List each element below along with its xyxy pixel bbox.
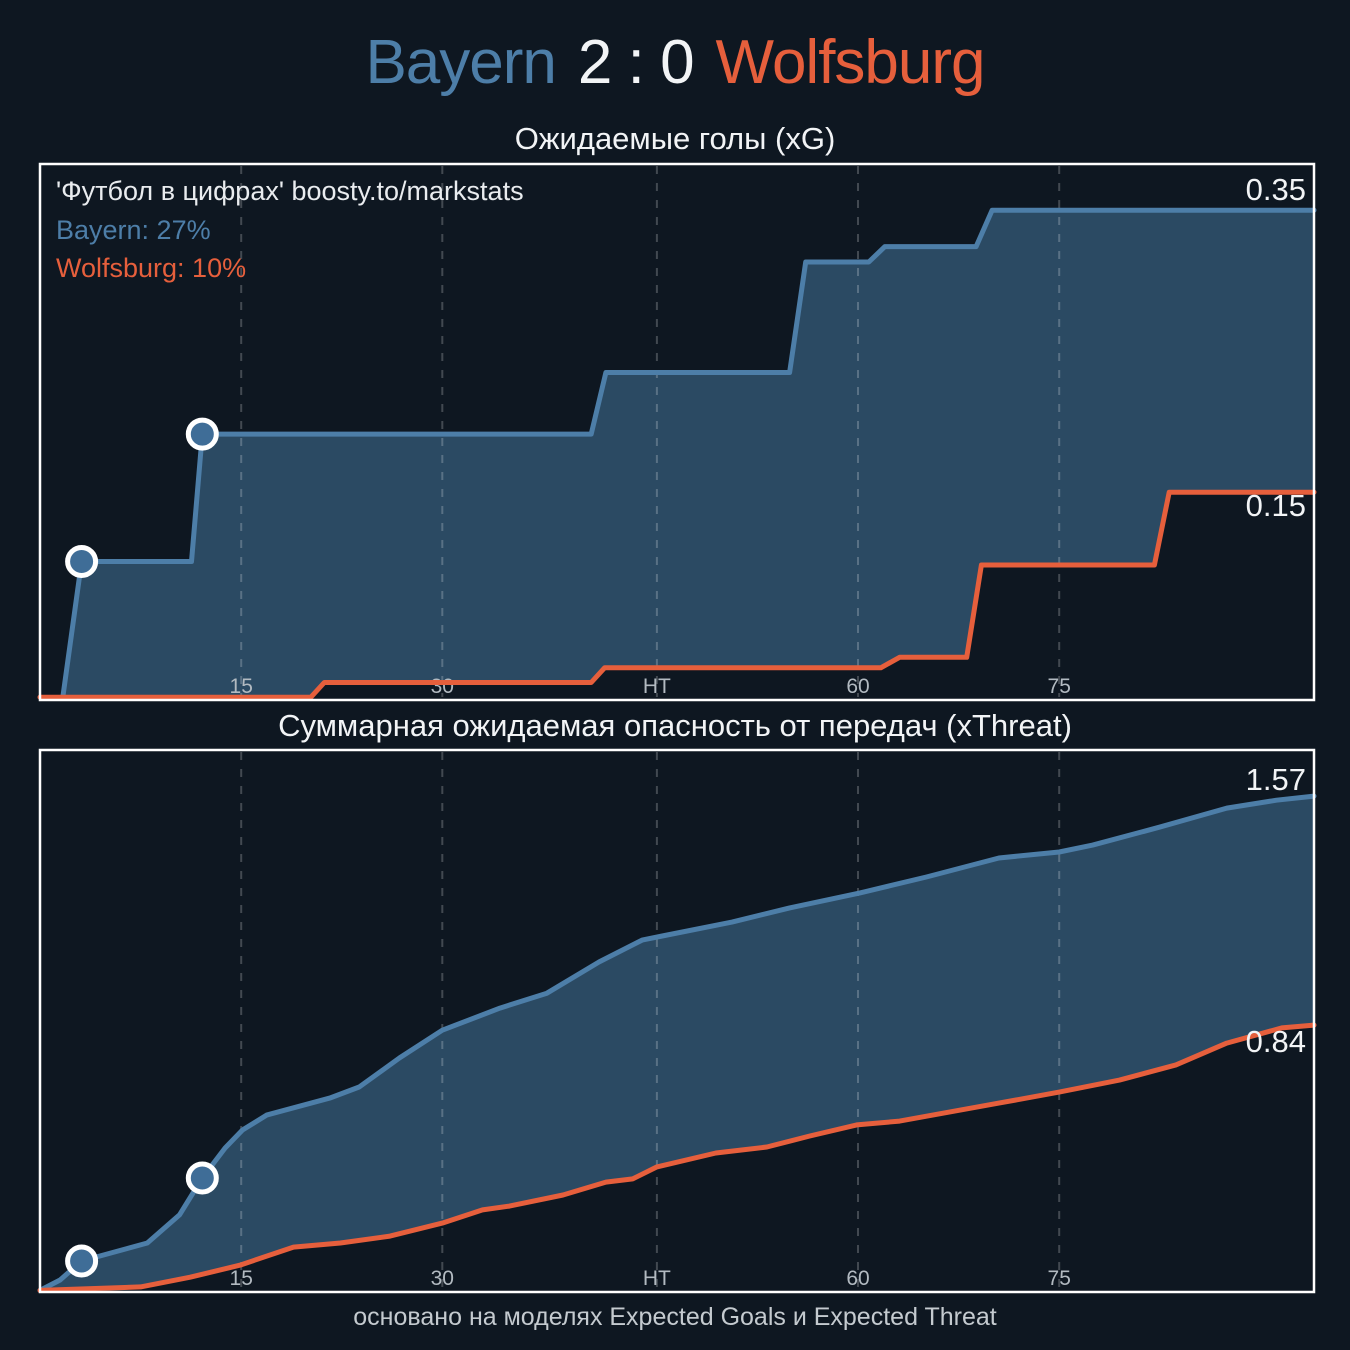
wolfsburg-area xyxy=(40,492,1314,700)
x-tick-label: 60 xyxy=(846,675,869,698)
match-title: Bayern 2 : 0 Wolfsburg xyxy=(0,27,1350,98)
away-win-probability: Wolfsburg: 10% xyxy=(56,253,247,283)
x-tick-label: 60 xyxy=(846,1267,869,1290)
home-win-probability: Bayern: 27% xyxy=(56,214,211,245)
goal-marker xyxy=(185,417,219,451)
home-team-name: Bayern xyxy=(365,28,556,97)
chart-border xyxy=(38,748,1316,1294)
x-tick-label: 15 xyxy=(230,675,253,698)
x-tick-label: 30 xyxy=(431,675,454,698)
x-tick-label: 30 xyxy=(431,1267,454,1290)
goal-marker xyxy=(185,1161,219,1195)
xg-chart-title: Ожидаемые голы (xG) xyxy=(514,121,836,156)
x-tick-label: 75 xyxy=(1048,675,1071,698)
bayern-line xyxy=(60,207,1317,700)
x-tick-label: HT xyxy=(643,675,671,698)
x-tick-label: 15 xyxy=(230,1267,253,1290)
wolfsburg-line xyxy=(37,1022,1317,1293)
footer-note: основано на моделях Expected Goals и Exp… xyxy=(353,1303,997,1331)
wolfsburg-total-label: 0.15 xyxy=(1246,488,1306,523)
xg-chart: 15 30 HT 60 75 0.35 0.15 xyxy=(37,162,1317,702)
watermark-text: 'Футбол в цифрах' boosty.to/markstats xyxy=(56,176,524,206)
chart-border xyxy=(38,162,1316,702)
x-tick-label: 75 xyxy=(1048,1267,1071,1290)
win-probability-legend: 'Футбол в цифрах' boosty.to/markstats Ba… xyxy=(56,172,524,288)
wolfsburg-area xyxy=(40,1025,1314,1292)
wolfsburg-line xyxy=(37,489,1317,700)
x-tick-label: HT xyxy=(643,1267,671,1290)
match-score: 2 : 0 xyxy=(577,28,695,97)
goal-marker xyxy=(65,1244,99,1278)
goal-marker xyxy=(65,545,99,578)
away-team-name: Wolfsburg xyxy=(715,28,986,97)
wolfsburg-total-label: 0.84 xyxy=(1246,1024,1306,1059)
xthreat-chart: 15 30 HT 60 75 1.57 0.84 xyxy=(37,748,1317,1294)
bayern-total-label: 0.35 xyxy=(1246,172,1306,207)
bayern-total-label: 1.57 xyxy=(1246,762,1306,797)
xthreat-chart-title: Суммарная ожидаемая опасность от передач… xyxy=(278,708,1072,743)
